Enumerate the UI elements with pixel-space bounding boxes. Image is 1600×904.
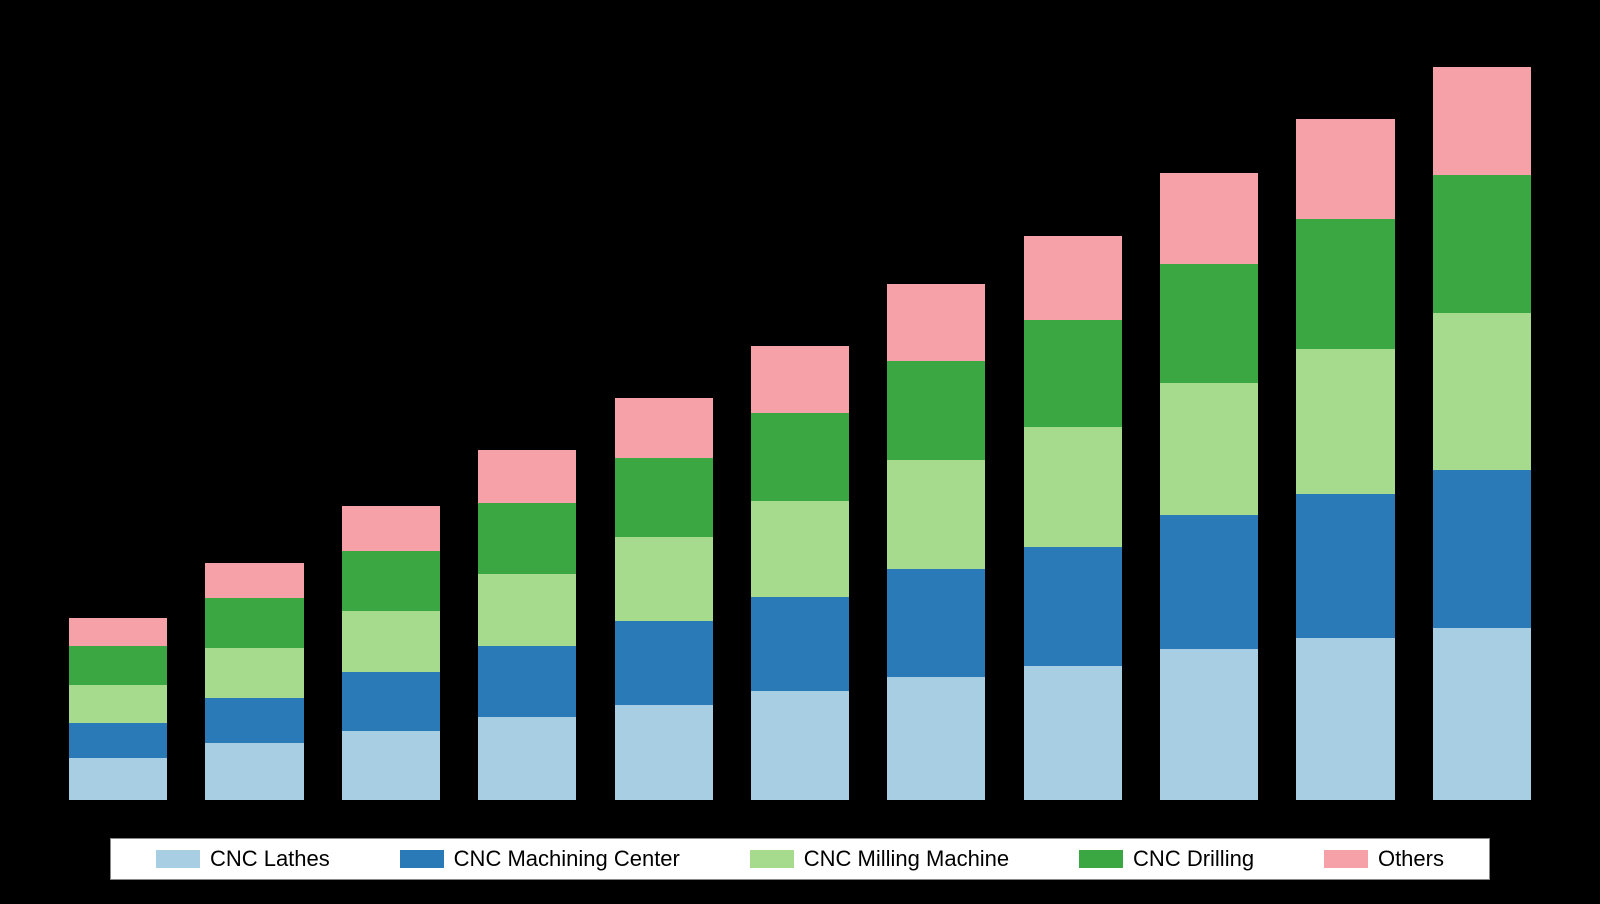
bar-segment-others xyxy=(1296,119,1394,219)
bar-segment-cnc-milling-machine xyxy=(615,537,713,622)
bar-segment-others xyxy=(1433,67,1531,175)
bar-segment-cnc-milling-machine xyxy=(69,685,167,724)
bar-segment-cnc-lathes xyxy=(69,758,167,800)
legend-swatch xyxy=(1079,850,1123,868)
bar-segment-others xyxy=(69,618,167,646)
legend: CNC Lathes CNC Machining Center CNC Millin… xyxy=(110,838,1490,880)
bar-segment-cnc-drilling xyxy=(1024,320,1122,428)
legend-label: Others xyxy=(1378,846,1444,872)
legend-item-cnc-lathes: CNC Lathes xyxy=(156,846,330,872)
plot-area xyxy=(50,30,1550,800)
bar-segment-cnc-milling-machine xyxy=(1433,313,1531,470)
legend-item-cnc-milling-machine: CNC Milling Machine xyxy=(750,846,1009,872)
bar-segment-others xyxy=(205,563,303,598)
bar-segment-others xyxy=(887,284,985,361)
bar-segment-cnc-machining-center xyxy=(751,597,849,691)
bar-segment-cnc-drilling xyxy=(887,361,985,460)
legend-label: CNC Milling Machine xyxy=(804,846,1009,872)
bar-segment-cnc-machining-center xyxy=(1160,515,1258,649)
bar-segment-cnc-milling-machine xyxy=(1024,427,1122,547)
bar-segment-others xyxy=(342,506,440,551)
bar-group xyxy=(1160,30,1258,800)
bar-segment-cnc-lathes xyxy=(615,705,713,800)
legend-label: CNC Drilling xyxy=(1133,846,1254,872)
bar-group xyxy=(1024,30,1122,800)
legend-swatch xyxy=(750,850,794,868)
legend-swatch xyxy=(1324,850,1368,868)
bar-group xyxy=(342,30,440,800)
bar-segment-cnc-machining-center xyxy=(1433,470,1531,627)
bar-segment-cnc-drilling xyxy=(1160,264,1258,383)
bar-group xyxy=(887,30,985,800)
bar-segment-cnc-milling-machine xyxy=(887,460,985,569)
bar-group xyxy=(1433,30,1531,800)
bar-segment-cnc-lathes xyxy=(1296,638,1394,800)
bar-segment-cnc-lathes xyxy=(1024,666,1122,800)
bar-segment-cnc-lathes xyxy=(1160,649,1258,800)
bar-group xyxy=(478,30,576,800)
bar-segment-cnc-milling-machine xyxy=(1296,349,1394,494)
bar-segment-cnc-drilling xyxy=(342,551,440,611)
bar-segment-cnc-drilling xyxy=(1433,175,1531,314)
bar-segment-cnc-machining-center xyxy=(887,569,985,677)
bar-segment-cnc-lathes xyxy=(478,717,576,800)
bar-group xyxy=(1296,30,1394,800)
bar-segment-cnc-lathes xyxy=(342,731,440,800)
legend-item-cnc-drilling: CNC Drilling xyxy=(1079,846,1254,872)
bar-segment-cnc-lathes xyxy=(205,743,303,800)
bar-segment-cnc-drilling xyxy=(478,503,576,574)
bar-segment-cnc-machining-center xyxy=(342,672,440,731)
legend-label: CNC Machining Center xyxy=(454,846,680,872)
bar-segment-cnc-machining-center xyxy=(615,621,713,704)
bar-segment-cnc-drilling xyxy=(751,413,849,501)
bar-group xyxy=(615,30,713,800)
legend-swatch xyxy=(156,850,200,868)
bar-segment-others xyxy=(1160,173,1258,264)
chart-stage: CNC Lathes CNC Machining Center CNC Millin… xyxy=(0,0,1600,904)
legend-label: CNC Lathes xyxy=(210,846,330,872)
legend-item-others: Others xyxy=(1324,846,1444,872)
bar-segment-cnc-drilling xyxy=(69,646,167,685)
bar-group xyxy=(751,30,849,800)
bar-segment-cnc-milling-machine xyxy=(751,501,849,596)
legend-swatch xyxy=(400,850,444,868)
bar-segment-cnc-milling-machine xyxy=(342,611,440,673)
bar-segment-cnc-machining-center xyxy=(1296,494,1394,639)
bar-group xyxy=(205,30,303,800)
bar-segment-cnc-lathes xyxy=(887,677,985,800)
bar-segment-cnc-drilling xyxy=(615,458,713,537)
bar-segment-cnc-machining-center xyxy=(69,723,167,758)
bar-segment-others xyxy=(1024,236,1122,319)
bar-segment-others xyxy=(478,450,576,502)
bar-segment-cnc-drilling xyxy=(1296,219,1394,348)
bar-segment-cnc-machining-center xyxy=(1024,547,1122,666)
bar-segment-cnc-milling-machine xyxy=(205,648,303,698)
legend-item-cnc-machining-center: CNC Machining Center xyxy=(400,846,680,872)
bar-segment-cnc-lathes xyxy=(1433,628,1531,800)
bar-group xyxy=(69,30,167,800)
bar-segment-cnc-drilling xyxy=(205,598,303,648)
bar-segment-others xyxy=(615,398,713,458)
bar-segment-cnc-milling-machine xyxy=(1160,383,1258,515)
bar-segment-others xyxy=(751,346,849,414)
bar-segment-cnc-milling-machine xyxy=(478,574,576,646)
bar-segment-cnc-machining-center xyxy=(205,698,303,743)
bar-segment-cnc-lathes xyxy=(751,691,849,800)
bar-segment-cnc-machining-center xyxy=(478,646,576,717)
